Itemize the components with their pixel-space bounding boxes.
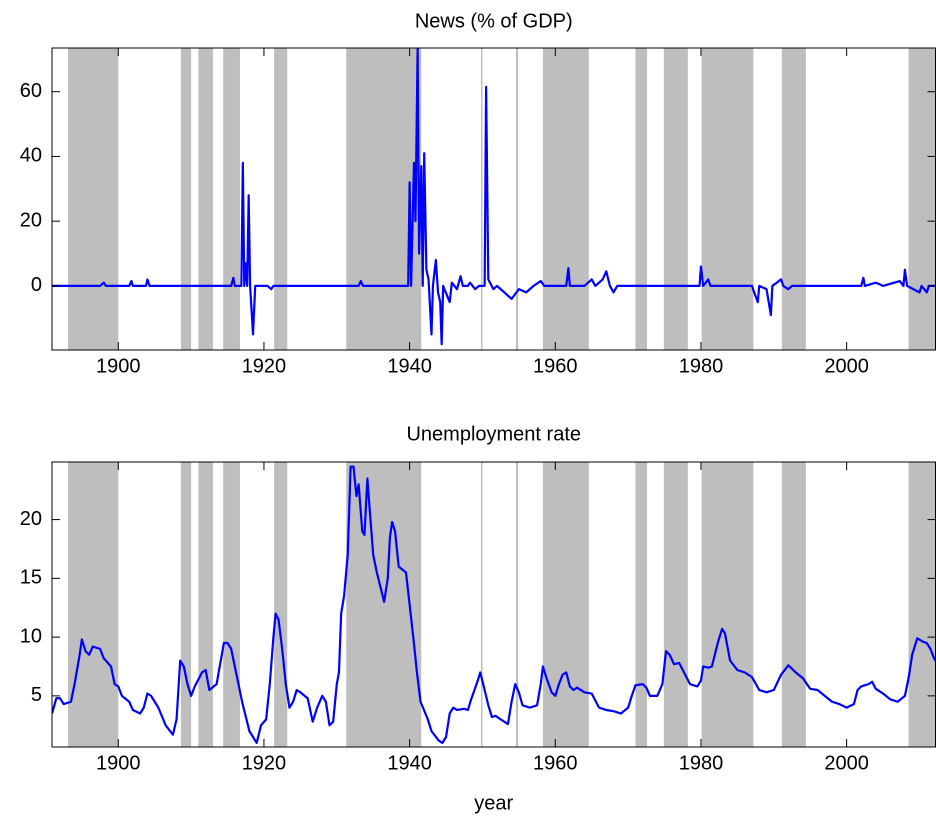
chart-title: News (% of GDP) xyxy=(415,10,573,32)
x-tick-label: 1980 xyxy=(679,752,724,774)
x-tick-label: 1940 xyxy=(387,355,432,377)
subplot: 1900 1920 1940 1960 1980 2000 5 10 15 20 Unemploym… xyxy=(20,423,936,814)
subplot: 1900 1920 1940 1960 1980 2000 0 20 40 60 News (% o… xyxy=(20,10,936,377)
x-axis-label: year xyxy=(474,792,513,814)
shaded-region xyxy=(542,48,589,350)
shaded-region xyxy=(663,48,688,350)
shaded-region xyxy=(68,462,119,747)
data-line xyxy=(52,48,936,346)
y-tick-label: 20 xyxy=(20,508,42,530)
shaded-region xyxy=(481,48,483,350)
shaded-region xyxy=(701,48,754,350)
shaded-region xyxy=(180,462,192,747)
x-tick-label: 1920 xyxy=(242,355,287,377)
y-tick-label: 5 xyxy=(31,684,42,706)
y-tick-label: 40 xyxy=(20,145,42,167)
x-tick-label: 1960 xyxy=(533,355,578,377)
x-tick-label: 1960 xyxy=(533,752,578,774)
y-tick-label: 0 xyxy=(31,274,42,296)
shaded-region xyxy=(180,48,192,350)
x-tick-label: 2000 xyxy=(824,752,869,774)
y-tick-label: 60 xyxy=(20,80,42,102)
shaded-region xyxy=(542,462,589,747)
shaded-region xyxy=(781,462,806,747)
y-tick-label: 10 xyxy=(20,625,42,647)
x-tick-label: 1900 xyxy=(96,355,141,377)
shaded-region xyxy=(481,462,483,747)
shaded-region xyxy=(908,462,936,747)
shaded-region xyxy=(781,48,806,350)
y-tick-label: 15 xyxy=(20,567,42,589)
x-tick-label: 2000 xyxy=(824,355,869,377)
shaded-region xyxy=(663,462,688,747)
x-tick-label: 1920 xyxy=(242,752,287,774)
x-tick-label: 1940 xyxy=(387,752,432,774)
shaded-region xyxy=(274,462,288,747)
shaded-region xyxy=(701,462,754,747)
plot-area xyxy=(52,462,936,747)
shaded-region xyxy=(68,48,119,350)
shaded-region xyxy=(908,48,936,350)
shaded-region xyxy=(515,48,519,350)
x-tick-label: 1900 xyxy=(96,752,141,774)
x-tick-label: 1980 xyxy=(679,355,724,377)
shaded-region xyxy=(635,462,648,747)
shaded-region xyxy=(274,48,288,350)
shaded-region xyxy=(198,462,213,747)
shaded-region xyxy=(198,48,213,350)
shaded-region xyxy=(223,462,240,747)
y-tick-label: 20 xyxy=(20,209,42,231)
shaded-region xyxy=(515,462,519,747)
shaded-region xyxy=(635,48,648,350)
shaded-region xyxy=(223,48,240,350)
plot-area xyxy=(52,48,936,350)
chart-title: Unemployment rate xyxy=(406,423,581,445)
data-line xyxy=(52,465,936,744)
